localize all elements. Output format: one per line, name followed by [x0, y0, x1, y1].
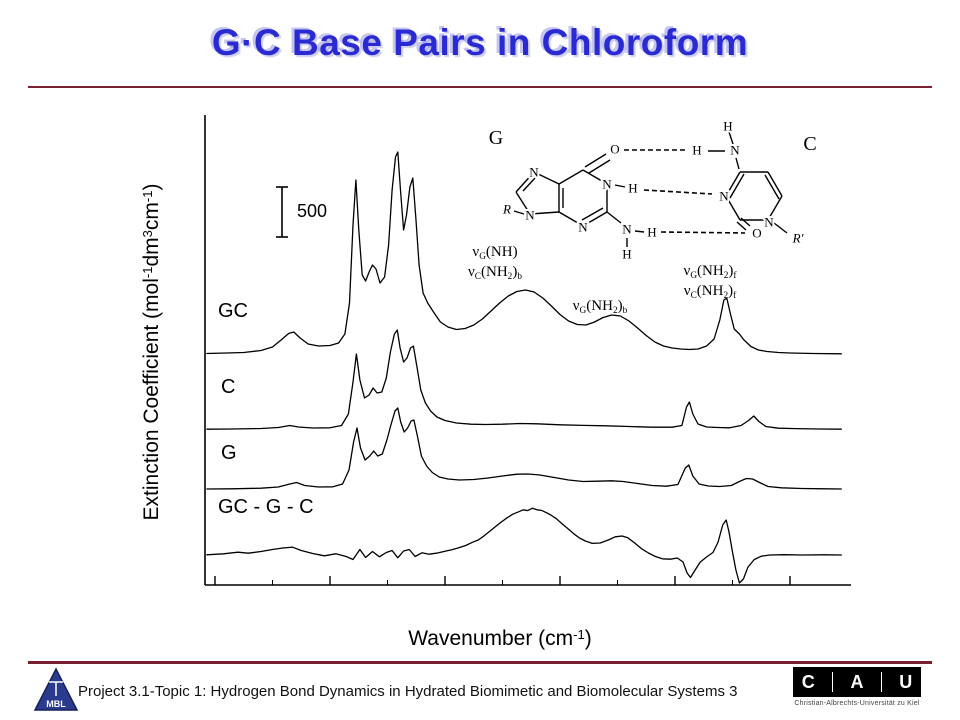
- atom-label-n: N: [525, 208, 535, 223]
- cau-letters-box: C A U: [793, 667, 921, 697]
- bond: [740, 217, 751, 227]
- trace-label-difference: GC - G - C: [218, 496, 314, 518]
- bond: [588, 159, 611, 174]
- bond: [558, 211, 584, 227]
- atom-label-h: H: [622, 247, 631, 262]
- bond: [606, 211, 622, 224]
- bond: [764, 174, 780, 200]
- bond: [773, 222, 788, 234]
- bond: [735, 157, 740, 170]
- bond: [729, 173, 745, 199]
- atom-label-c: C: [803, 133, 816, 155]
- spectrum-trace-gc-g-c: [206, 507, 842, 584]
- trace-label-c: C: [221, 376, 236, 398]
- atom-label-n: N: [764, 215, 774, 230]
- cau-subtitle: Christian-Albrechts-Universität zu Kiel: [794, 700, 920, 707]
- bond: [515, 171, 535, 193]
- atom-label-n: N: [622, 222, 632, 237]
- scale-bar-label: 500: [297, 201, 328, 221]
- y-axis-label: Extinction Coefficient (mol-1dm3cm-1): [140, 183, 163, 521]
- cau-letter-u: U: [899, 671, 913, 692]
- hydrogen-bond-dashed: [660, 231, 746, 234]
- footer-project-text: Project 3.1-Topic 1: Hydrogen Bond Dynam…: [78, 683, 738, 700]
- atom-label-n: N: [578, 220, 588, 235]
- cau-separator: [880, 672, 882, 692]
- cau-logo: C A U Christian-Albrechts-Universität zu…: [793, 667, 921, 707]
- atom-label-h: H: [628, 181, 637, 196]
- annotation-line: νC(NH2)f: [683, 282, 737, 301]
- peak-annotation-free-nh2: νG(NH2)f νC(NH2)f: [650, 262, 770, 302]
- slide-title: G·C Base Pairs in Chloroform: [211, 22, 749, 63]
- bond: [584, 153, 607, 168]
- bond: [513, 210, 525, 215]
- annotation-line: νG(NH2)b: [572, 298, 628, 316]
- atom-label-o: O: [752, 226, 761, 241]
- bond: [582, 169, 608, 185]
- bond: [614, 184, 626, 188]
- cau-letter-a: A: [850, 671, 864, 692]
- annotation-line: νG(NH): [472, 244, 518, 262]
- trace-label-gc: GC: [218, 300, 248, 322]
- atom-label-g: G: [489, 127, 503, 149]
- bond: [558, 169, 584, 185]
- bond: [522, 177, 536, 192]
- bond: [767, 195, 783, 221]
- bond: [582, 211, 608, 227]
- bond: [634, 230, 645, 233]
- annotation-line: νC(NH2)b: [468, 263, 522, 282]
- atom-label-h: H: [723, 119, 732, 134]
- atom-label-n: N: [730, 143, 740, 158]
- peak-annotation-nh-nh2b: νG(NH) νC(NH2)b: [435, 243, 555, 283]
- mbl-logo: MBL: [33, 667, 79, 711]
- bond: [581, 207, 604, 221]
- spectrum-trace-g: [206, 407, 842, 490]
- footer-divider-line: [28, 661, 932, 664]
- annotation-line: νG(NH2)f: [683, 263, 737, 281]
- bond: [515, 191, 531, 215]
- atom-label-r: R': [792, 231, 804, 246]
- title-divider-line: [28, 86, 932, 88]
- hydrogen-bond-dashed: [643, 189, 713, 195]
- bond: [725, 171, 741, 197]
- atom-label-h: H: [647, 225, 656, 240]
- atom-label-n: N: [719, 189, 729, 204]
- trace-label-g: G: [221, 442, 237, 464]
- atom-label-n: N: [602, 177, 612, 192]
- bond: [736, 221, 747, 231]
- spectra-plot: 260028003000320034003600: [204, 115, 851, 586]
- atom-label-r: R: [502, 202, 511, 217]
- bond: [533, 171, 560, 185]
- peak-annotation-gnh2b: νG(NH2)b: [540, 297, 660, 317]
- atom-label-h: H: [692, 143, 701, 158]
- bond: [725, 195, 741, 221]
- x-axis-label: Wavenumber (cm-1): [408, 627, 592, 650]
- bond: [767, 171, 783, 197]
- cau-separator: [832, 672, 834, 692]
- bond: [529, 211, 560, 215]
- cau-letter-c: C: [801, 671, 815, 692]
- atom-label-o: O: [610, 142, 619, 157]
- spectrum-trace-gc: [206, 151, 842, 355]
- mbl-logo-text: MBL: [46, 699, 66, 709]
- spectrum-trace-c: [206, 329, 842, 430]
- bond: [728, 131, 734, 145]
- atom-label-n: N: [529, 165, 539, 180]
